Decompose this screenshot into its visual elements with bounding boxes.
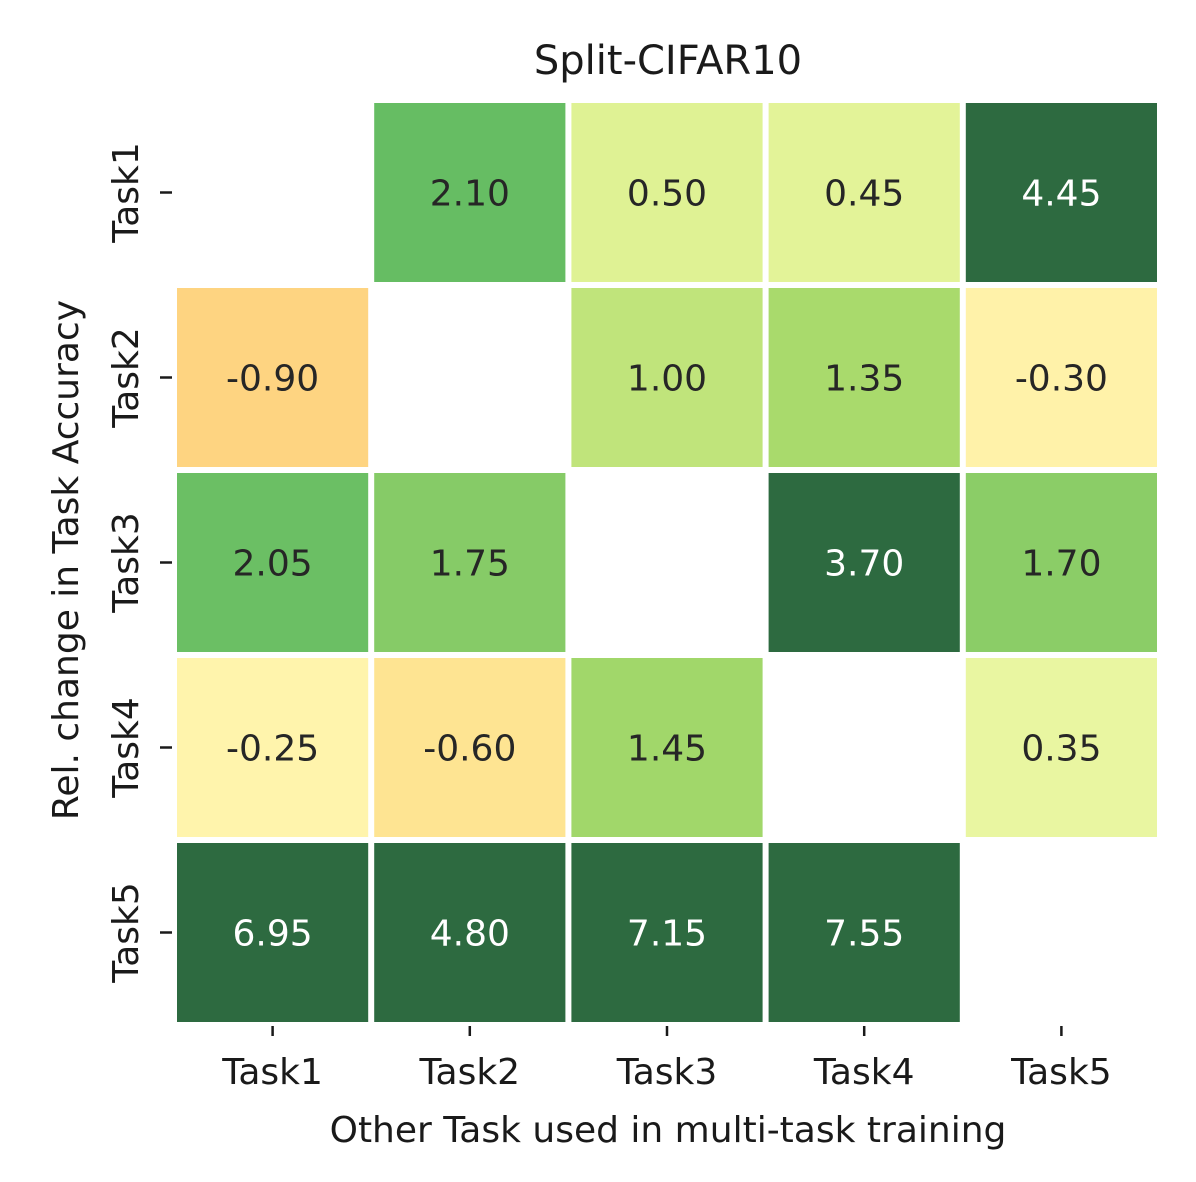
x-tick-label: Task2 <box>418 1052 520 1093</box>
cell-value-label: 1.70 <box>1021 544 1101 585</box>
y-tick-label: Task1 <box>106 142 147 244</box>
heatmap-cell <box>374 843 566 1022</box>
cell-value-label: 7.55 <box>824 914 904 955</box>
cell-value-label: -0.90 <box>226 359 319 400</box>
heatmap-cell <box>571 288 763 467</box>
cell-value-label: 7.15 <box>627 914 707 955</box>
y-tick-label: Task2 <box>106 327 147 429</box>
heatmap-cell <box>768 843 960 1022</box>
cell-value-label: 4.80 <box>430 914 510 955</box>
cell-value-label: 0.50 <box>627 174 707 215</box>
y-tick-label: Task4 <box>106 697 147 799</box>
heatmap-cell <box>768 288 960 467</box>
cell-value-label: 1.35 <box>824 359 904 400</box>
heatmap-cell <box>965 103 1157 282</box>
cell-value-label: 2.05 <box>233 544 313 585</box>
cell-value-label: 3.70 <box>824 544 904 585</box>
cell-value-label: -0.30 <box>1015 359 1108 400</box>
x-tick-label: Task1 <box>221 1052 323 1093</box>
heatmap-cell <box>374 103 566 282</box>
x-axis: Task1 Task2 Task3 Task4 Task5 <box>221 1026 1112 1093</box>
heatmap-cell <box>374 658 566 837</box>
heatmap-cell <box>571 658 763 837</box>
x-tick-label: Task5 <box>1010 1052 1112 1093</box>
heatmap-cell <box>374 473 566 652</box>
x-tick-label: Task4 <box>813 1052 915 1093</box>
y-axis: Task1 Task2 Task3 Task4 Task5 <box>106 142 172 984</box>
heatmap-cell <box>768 103 960 282</box>
heatmap-cells: 2.10 0.50 0.45 4.45 -0.90 1.00 1.35 -0.30 2.05 1.… <box>177 103 1157 1022</box>
heatmap-cell <box>965 288 1157 467</box>
cell-value-label: 0.35 <box>1021 729 1101 770</box>
x-tick-label: Task3 <box>616 1052 718 1093</box>
cell-value-label: -0.60 <box>423 729 516 770</box>
heatmap-cell <box>965 658 1157 837</box>
heatmap-cell <box>571 843 763 1022</box>
heatmap-cell <box>177 288 369 467</box>
y-tick-label: Task5 <box>106 882 147 984</box>
heatmap-cell <box>768 473 960 652</box>
heatmap-cell <box>177 473 369 652</box>
cell-value-label: 2.10 <box>430 174 510 215</box>
cell-value-label: 1.75 <box>430 544 510 585</box>
heatmap-cell <box>571 103 763 282</box>
cell-value-label: 4.45 <box>1021 174 1101 215</box>
cell-value-label: 1.45 <box>627 729 707 770</box>
cell-value-label: 0.45 <box>824 174 904 215</box>
cell-value-label: -0.25 <box>226 729 319 770</box>
heatmap-cell <box>177 843 369 1022</box>
y-axis-label: Rel. change in Task Accuracy <box>46 300 87 820</box>
heatmap-cell <box>965 473 1157 652</box>
chart-title: Split-CIFAR10 <box>534 38 802 84</box>
y-tick-label: Task3 <box>106 512 147 614</box>
x-axis-label: Other Task used in multi-task training <box>330 1110 1007 1151</box>
cell-value-label: 1.00 <box>627 359 707 400</box>
cell-value-label: 6.95 <box>233 914 313 955</box>
heatmap-cell <box>177 658 369 837</box>
